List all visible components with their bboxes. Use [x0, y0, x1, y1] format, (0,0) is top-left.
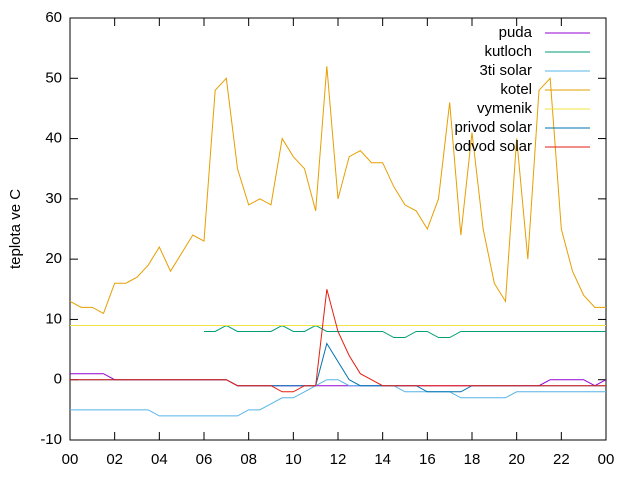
- x-tick-label: 06: [196, 451, 213, 468]
- x-tick-label: 08: [240, 451, 257, 468]
- series-line: [70, 342, 606, 393]
- x-tick-label: 14: [374, 451, 391, 468]
- series-line: [70, 289, 606, 393]
- y-tick-label: 40: [45, 130, 62, 147]
- y-tick-label: -10: [40, 431, 62, 448]
- legend-label: puda: [499, 24, 533, 41]
- x-tick-label: 22: [553, 451, 570, 468]
- plot-border: [69, 17, 607, 441]
- x-tick-label: 10: [285, 451, 302, 468]
- legend-label: privod solar: [454, 119, 532, 136]
- x-tick-label: 18: [464, 451, 481, 468]
- series-line: [204, 324, 606, 339]
- legend-label: kotel: [500, 81, 532, 98]
- x-tick-label: 20: [508, 451, 525, 468]
- y-tick-label: 0: [54, 371, 62, 388]
- y-tick-label: 20: [45, 250, 62, 267]
- y-axis-label: teplota ve C: [7, 189, 24, 269]
- y-tick-label: 10: [45, 310, 62, 327]
- x-tick-label: 12: [330, 451, 347, 468]
- legend-label: odvod solar: [454, 138, 532, 155]
- x-tick-label: 16: [419, 451, 436, 468]
- x-tick-label: 02: [106, 451, 123, 468]
- legend-label: kutloch: [484, 43, 532, 60]
- series-line: [70, 379, 606, 417]
- legend-label: vymenik: [477, 100, 533, 117]
- x-tick-label: 00: [598, 451, 615, 468]
- y-tick-label: 30: [45, 190, 62, 207]
- y-tick-label: 60: [45, 9, 62, 26]
- series-line: [69, 66, 606, 315]
- x-tick-label: 04: [151, 451, 168, 468]
- x-tick-label: 00: [62, 451, 79, 468]
- y-tick-label: 50: [45, 69, 62, 86]
- legend-label: 3ti solar: [479, 62, 532, 79]
